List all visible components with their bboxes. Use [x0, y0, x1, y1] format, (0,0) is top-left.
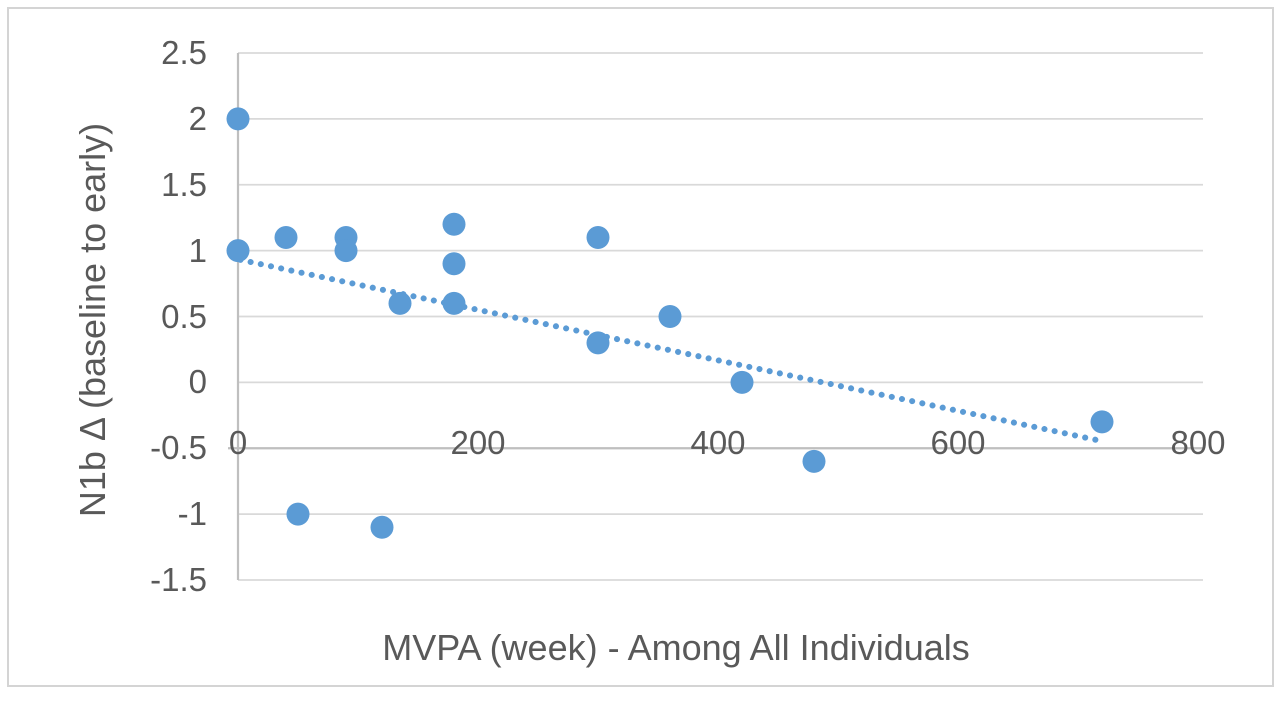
- x-tick-label: 200: [450, 424, 506, 461]
- x-tick-label: 800: [1170, 424, 1226, 461]
- x-tick-label: 0: [228, 424, 248, 461]
- data-point: [442, 291, 466, 315]
- data-point: [730, 370, 754, 394]
- data-point: [388, 291, 412, 315]
- data-point: [442, 252, 466, 276]
- y-tick-label: -1: [177, 495, 207, 533]
- y-axis-title: N1b Δ (baseline to early): [72, 122, 113, 518]
- x-tick-label: 600: [930, 424, 986, 461]
- y-tick-label: -1.5: [150, 561, 207, 598]
- data-point: [802, 449, 826, 473]
- data-point: [586, 331, 610, 355]
- chart-outer-border: [7, 7, 1274, 687]
- y-tick-label: 2.5: [161, 34, 207, 71]
- trendline: [237, 256, 1102, 444]
- data-point: [370, 515, 394, 539]
- x-tick-label: 400: [690, 424, 746, 461]
- data-point: [658, 305, 682, 328]
- y-tick-label: 1.5: [161, 165, 207, 203]
- data-point: [286, 502, 310, 526]
- y-tick-label: 1: [188, 231, 207, 269]
- y-tick-label: 0: [188, 363, 207, 401]
- data-point: [442, 212, 466, 236]
- data-point: [586, 225, 610, 249]
- data-point: [226, 107, 250, 131]
- y-tick-label: 2: [188, 99, 207, 137]
- data-point: [1090, 410, 1114, 434]
- y-tick-label: -0.5: [150, 429, 207, 467]
- x-axis-title: MVPA (week) - Among All Individuals: [382, 627, 970, 668]
- data-point: [226, 239, 250, 263]
- y-tick-label: 0.5: [161, 297, 207, 335]
- data-point: [334, 239, 358, 263]
- data-point: [274, 225, 298, 249]
